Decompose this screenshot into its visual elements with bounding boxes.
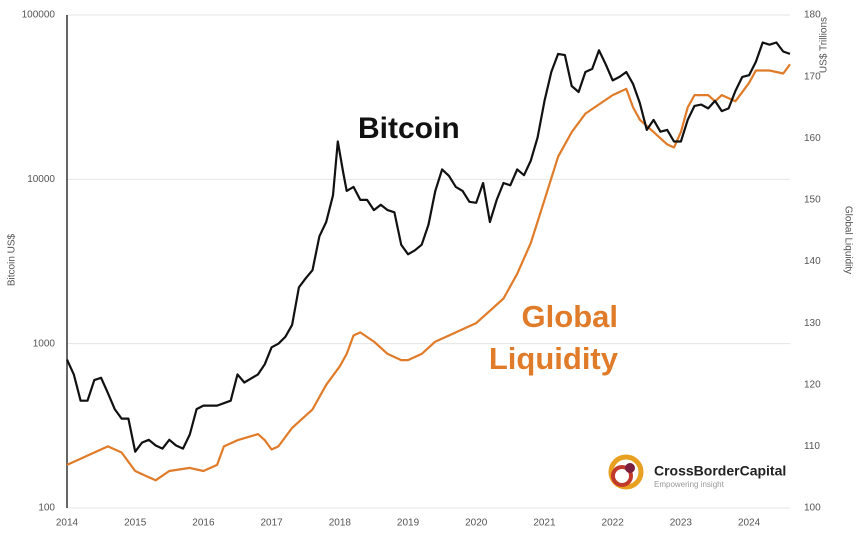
y2-tick-label: 100 <box>804 503 821 514</box>
x-tick-label: 2015 <box>124 518 147 529</box>
series-line <box>66 63 791 482</box>
y2-tick-label: 160 <box>804 133 821 144</box>
x-tick-label: 2017 <box>260 518 283 529</box>
y-tick-label: 100 <box>38 503 55 514</box>
y2-unit-label: US$ Trillions <box>819 17 830 73</box>
x-tick-label: 2024 <box>738 518 761 529</box>
series-line <box>66 41 791 453</box>
x-tick-label: 2023 <box>670 518 693 529</box>
logo <box>608 454 644 490</box>
y-axis-label: Bitcoin US$ <box>7 233 18 286</box>
y2-tick-label: 140 <box>804 256 821 267</box>
x-tick-label: 2016 <box>192 518 215 529</box>
y2-axis-label: Global Liquidity <box>842 206 853 274</box>
x-tick-label: 2014 <box>56 518 79 529</box>
y-tick-label: 100000 <box>22 10 56 21</box>
annotation: Global Liquidity <box>488 299 618 376</box>
y2-tick-label: 130 <box>804 318 821 329</box>
x-tick-label: 2019 <box>397 518 420 529</box>
logo-ring <box>608 454 644 490</box>
y2-tick-label: 110 <box>804 441 820 452</box>
y-tick-label: 10000 <box>27 174 55 185</box>
annotation: Bitcoin <box>358 112 460 145</box>
y2-tick-label: 150 <box>804 195 821 206</box>
logo-ring <box>611 465 633 487</box>
y2-tick-label: 120 <box>804 379 821 390</box>
logo-tagline: Empowering insight <box>654 480 725 489</box>
logo-dot <box>625 463 635 473</box>
x-tick-label: 2020 <box>465 518 488 529</box>
y2-tick-label: 180 <box>804 10 821 21</box>
x-tick-label: 2022 <box>602 518 625 529</box>
y-tick-label: 1000 <box>33 338 56 349</box>
logo-name: CrossBorderCapital <box>654 463 786 479</box>
x-tick-label: 2018 <box>329 518 352 529</box>
x-tick-label: 2021 <box>533 518 556 529</box>
y2-tick-label: 170 <box>804 71 821 82</box>
